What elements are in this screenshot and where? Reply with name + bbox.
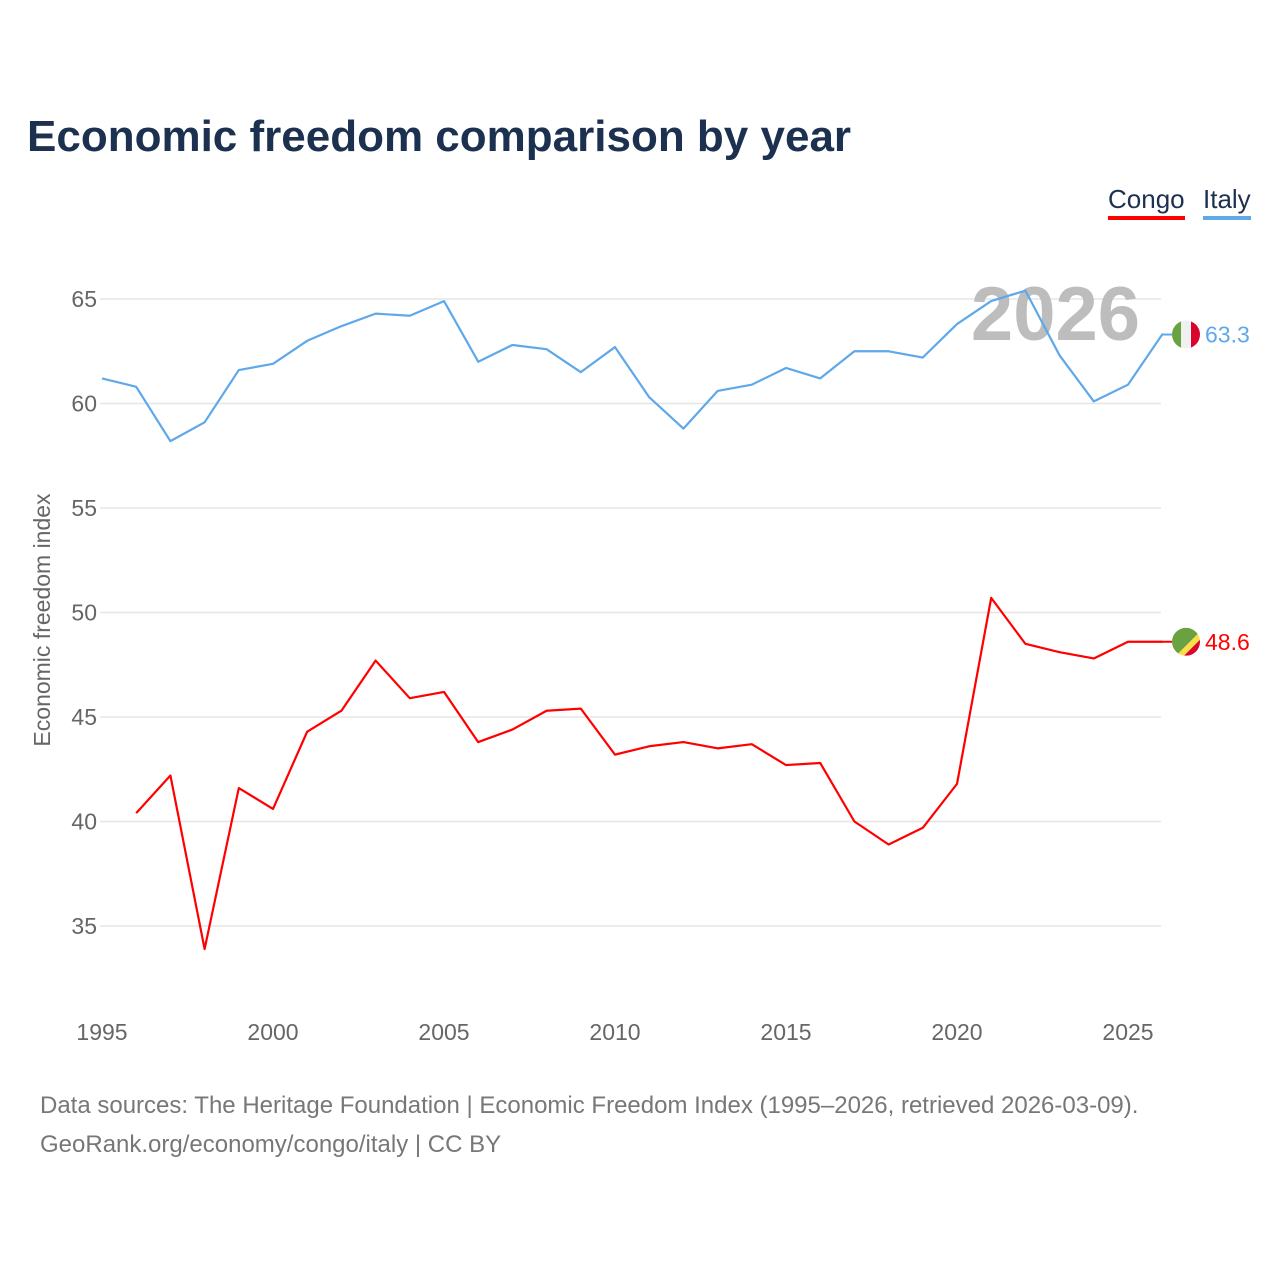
y-tick-label: 35 (71, 913, 97, 939)
y-tick-label: 50 (71, 600, 97, 626)
legend-italy[interactable]: Italy (1203, 184, 1251, 220)
series-line-congo (135, 596, 1163, 951)
footer: Data sources: The Heritage Foundation | … (40, 1086, 1138, 1164)
source-text: Data sources: The Heritage Foundation | … (40, 1092, 1139, 1119)
end-value-label-congo: 48.6 (1205, 629, 1250, 655)
x-tick-label: 2000 (247, 1019, 298, 1045)
x-tick-label: 2025 (1102, 1019, 1153, 1045)
x-tick-label: 1995 (76, 1019, 127, 1045)
x-tick-label: 2010 (589, 1019, 640, 1045)
y-tick-label: 40 (71, 809, 97, 835)
congo-flag-icon (1172, 627, 1200, 656)
y-tick-label: 65 (71, 286, 97, 312)
year-watermark: 2026 (971, 272, 1140, 357)
y-tick-label: 45 (71, 704, 97, 730)
chart-title: Economic freedom comparison by year (27, 112, 852, 161)
series-line-italy (101, 289, 1164, 443)
x-tick-label: 2005 (418, 1019, 469, 1045)
x-tick-label: 2015 (760, 1019, 811, 1045)
y-axis-label: Economic freedom index (29, 493, 55, 747)
x-tick-label: 2020 (931, 1019, 982, 1045)
end-value-label-italy: 63.3 (1205, 322, 1250, 348)
italy-flag-icon (1172, 320, 1200, 349)
legend-congo[interactable]: Congo (1108, 184, 1185, 220)
source-link[interactable]: GeoRank.org/economy/congo/italy | CC BY (40, 1131, 502, 1158)
y-tick-label: 60 (71, 391, 97, 417)
y-tick-label: 55 (71, 495, 97, 521)
